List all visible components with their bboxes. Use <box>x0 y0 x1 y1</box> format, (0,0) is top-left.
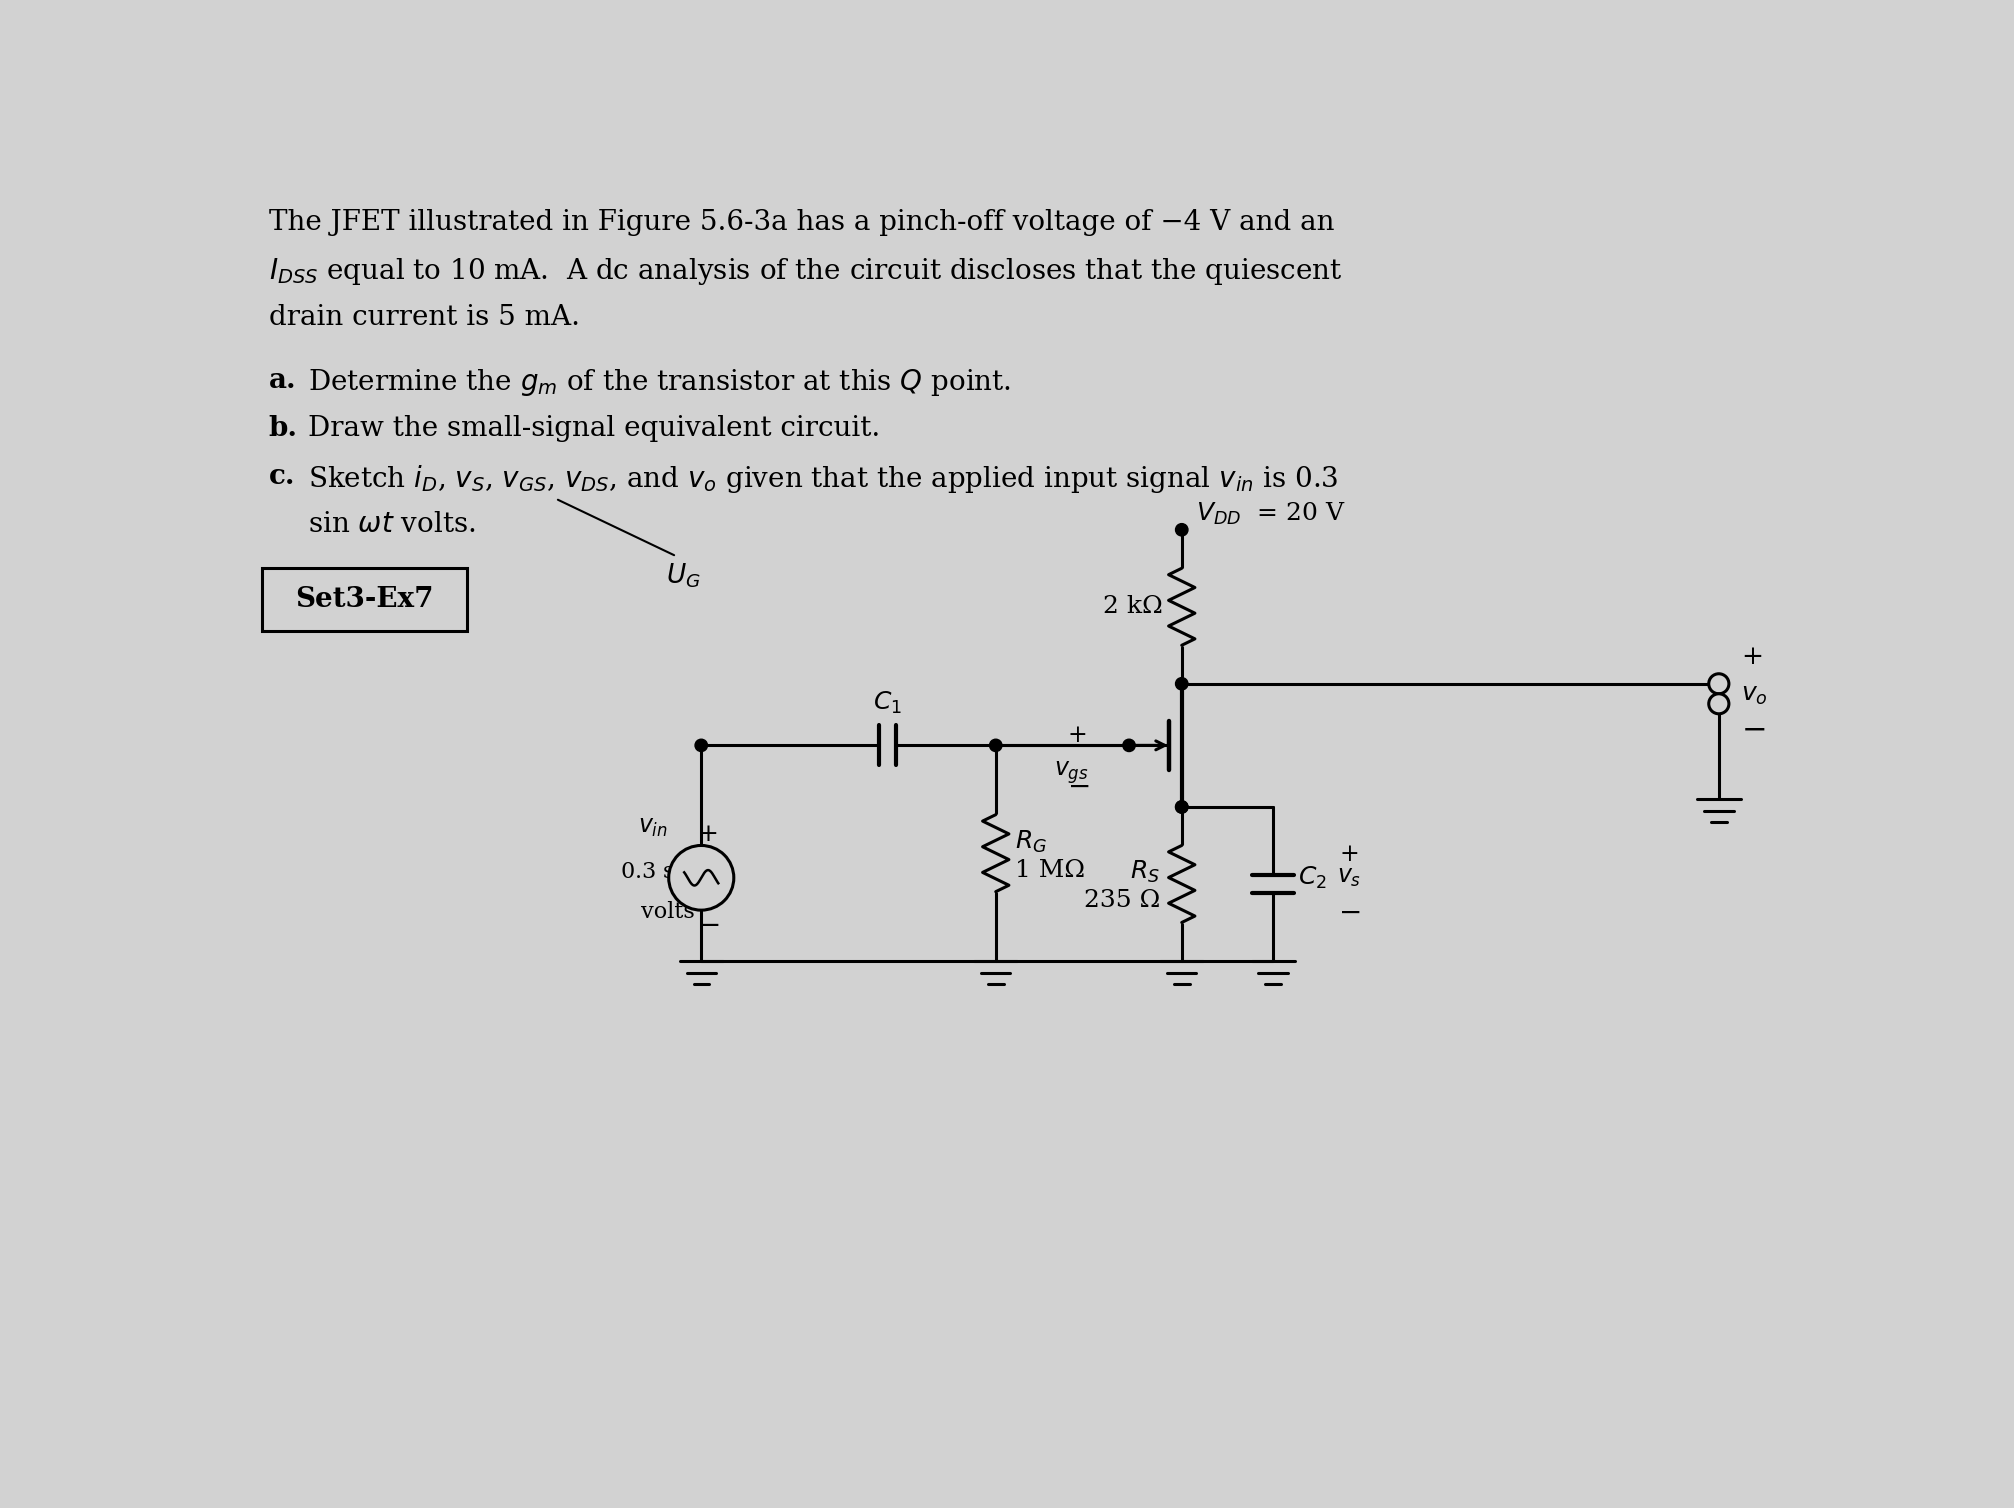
Circle shape <box>989 739 1001 751</box>
Text: $I_{DSS}$ equal to 10 mA.  A dc analysis of the circuit discloses that the quies: $I_{DSS}$ equal to 10 mA. A dc analysis … <box>268 256 1341 288</box>
Text: +: + <box>1339 843 1359 866</box>
Text: Set3-Ex7: Set3-Ex7 <box>296 587 433 614</box>
Text: +: + <box>697 823 719 846</box>
Text: sin $\omega t$ volts.: sin $\omega t$ volts. <box>308 511 475 537</box>
Circle shape <box>1176 801 1188 813</box>
Text: −: − <box>1742 715 1766 745</box>
Text: Draw the small-signal equivalent circuit.: Draw the small-signal equivalent circuit… <box>308 415 880 442</box>
Circle shape <box>1708 674 1728 694</box>
Circle shape <box>695 739 707 751</box>
Circle shape <box>1708 694 1728 713</box>
Text: $v_{in}$: $v_{in}$ <box>638 816 667 840</box>
Text: $v_{gs}$: $v_{gs}$ <box>1053 759 1090 786</box>
Text: −: − <box>1339 900 1361 927</box>
Text: $v_o$: $v_o$ <box>1742 683 1768 707</box>
Text: a.: a. <box>268 368 296 394</box>
Circle shape <box>1124 739 1136 751</box>
Text: $C_1$: $C_1$ <box>872 689 902 716</box>
Text: 1 MΩ: 1 MΩ <box>1015 858 1086 882</box>
Text: The JFET illustrated in Figure 5.6-3a has a pinch-off voltage of −4 V and an: The JFET illustrated in Figure 5.6-3a ha… <box>268 208 1335 235</box>
Text: volts: volts <box>640 900 695 923</box>
Text: $R_G$: $R_G$ <box>1015 828 1047 855</box>
Text: Determine the $g_m$ of the transistor at this $Q$ point.: Determine the $g_m$ of the transistor at… <box>308 368 1011 398</box>
Text: −: − <box>1067 774 1092 801</box>
Circle shape <box>669 846 733 911</box>
Text: drain current is 5 mA.: drain current is 5 mA. <box>268 305 580 332</box>
Text: c.: c. <box>268 463 296 490</box>
Text: 2 kΩ: 2 kΩ <box>1102 596 1162 618</box>
Circle shape <box>1176 523 1188 535</box>
Circle shape <box>1176 801 1188 813</box>
Text: +: + <box>1067 724 1088 746</box>
Text: $V_{DD}$  = 20 V: $V_{DD}$ = 20 V <box>1196 501 1345 526</box>
Text: −: − <box>697 911 721 939</box>
Text: +: + <box>1742 644 1764 670</box>
Text: Sketch $i_D$, $v_S$, $v_{GS}$, $v_{DS}$, and $v_o$ given that the applied input : Sketch $i_D$, $v_S$, $v_{GS}$, $v_{DS}$,… <box>308 463 1337 495</box>
Text: 235 Ω: 235 Ω <box>1084 890 1160 912</box>
Text: $C_2$: $C_2$ <box>1297 864 1327 891</box>
Text: 0.3 sin $\omega t$: 0.3 sin $\omega t$ <box>620 861 733 882</box>
Text: $v_s$: $v_s$ <box>1337 866 1361 890</box>
Circle shape <box>1176 677 1188 691</box>
Text: $R_S$: $R_S$ <box>1130 858 1160 885</box>
Text: $U_G$: $U_G$ <box>667 561 701 590</box>
Text: b.: b. <box>268 415 298 442</box>
